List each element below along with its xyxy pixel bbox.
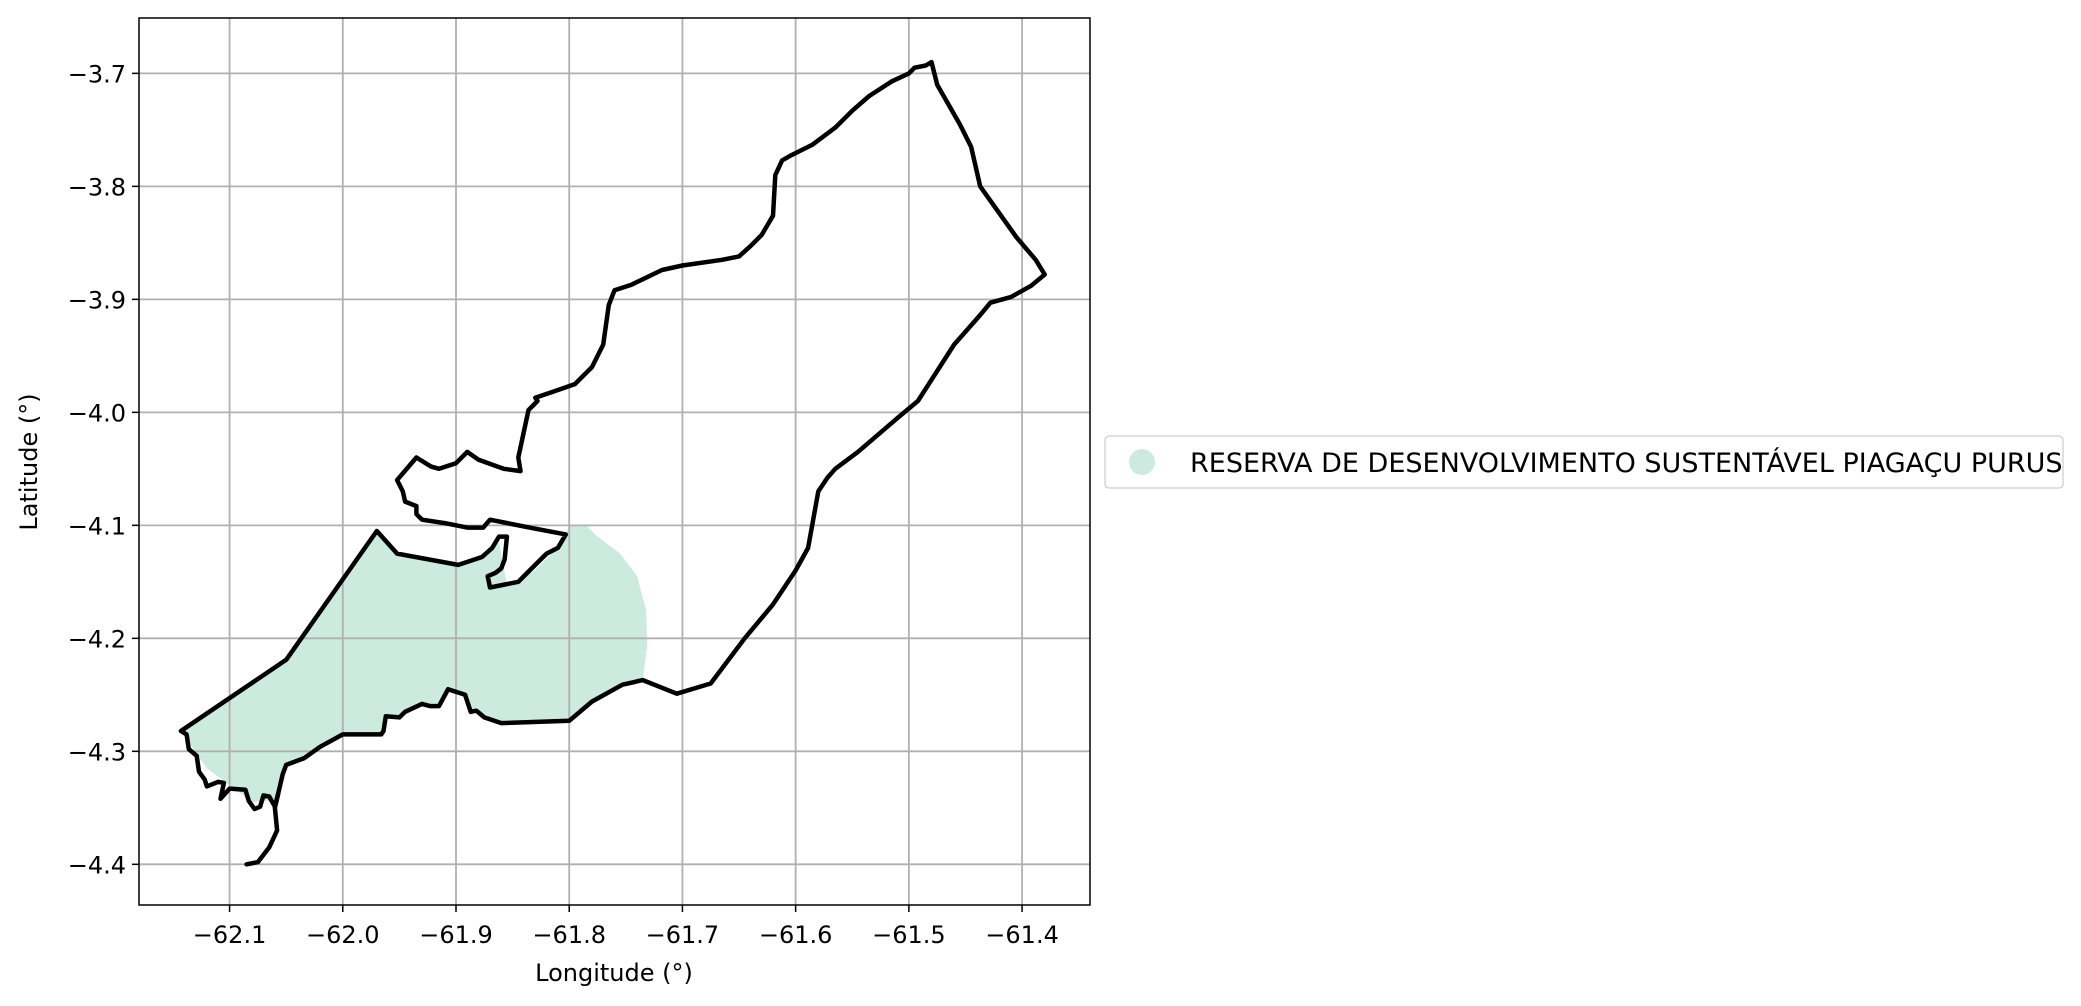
x-tick-label: −61.6 (759, 921, 833, 949)
y-tick-label: −3.9 (68, 286, 126, 314)
y-tick-label: −4.4 (68, 851, 126, 879)
legend-box (1104, 435, 2064, 489)
plot-area (138, 17, 1091, 906)
x-axis-label: Longitude (°) (535, 959, 693, 987)
axes-frame (138, 17, 1091, 906)
legend-marker (1129, 449, 1155, 475)
x-tick-label: −61.5 (872, 921, 946, 949)
x-axis-ticks: −62.1 −62.0 −61.9 −61.8 −61.7 −61.6 −61.5 −61.4 (193, 905, 1059, 949)
y-tick-label: −4.2 (68, 625, 126, 653)
x-tick-label: −62.0 (306, 921, 380, 949)
y-tick-label: −3.7 (68, 60, 126, 88)
y-axis-ticks: −3.7 −3.8 −3.9 −4.0 −4.1 −4.2 −4.3 −4.4 (68, 60, 139, 879)
y-tick-label: −4.1 (68, 512, 126, 540)
x-tick-label: −61.7 (646, 921, 720, 949)
x-tick-label: −61.9 (419, 921, 493, 949)
reserve-fill-area (180, 525, 648, 803)
x-tick-label: −61.8 (532, 921, 606, 949)
grid (139, 18, 1090, 905)
legend: RESERVA DE DESENVOLVIMENTO SUSTENTÁVEL P… (1104, 435, 2064, 489)
y-tick-label: −3.8 (68, 173, 126, 201)
y-tick-label: −4.0 (68, 399, 126, 427)
x-tick-label: −62.1 (193, 921, 267, 949)
reserve-boundary-line (178, 59, 1047, 812)
reserve-boundary-tail (244, 790, 281, 867)
y-axis-label: Latitude (°) (15, 393, 43, 530)
x-tick-label: −61.4 (985, 921, 1059, 949)
y-tick-label: −4.3 (68, 738, 126, 766)
legend-label: RESERVA DE DESENVOLVIMENTO SUSTENTÁVEL P… (1190, 447, 2063, 479)
